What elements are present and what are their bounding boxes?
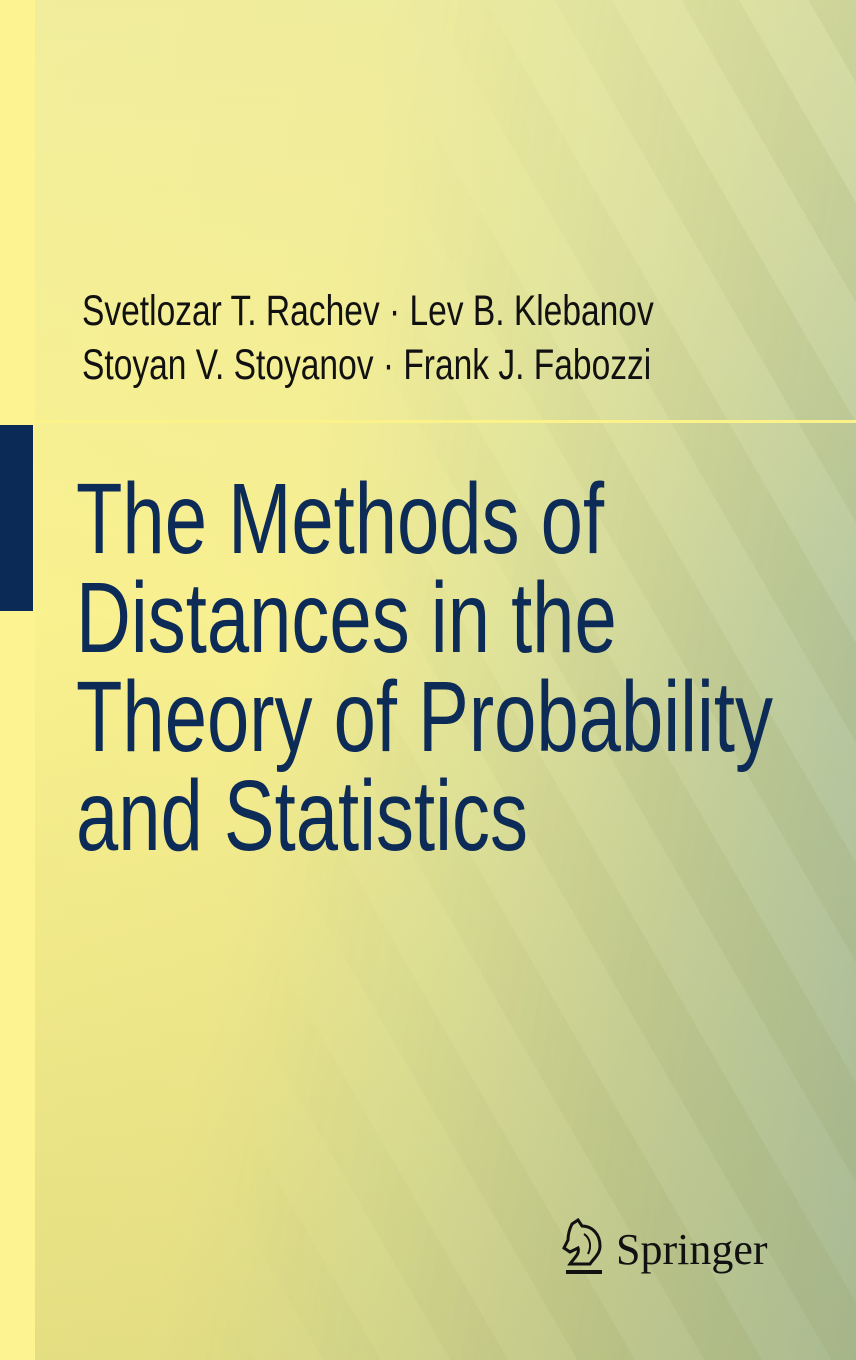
authors: Svetlozar T. Rachev · Lev B. Klebanov St… xyxy=(82,284,654,392)
book-title: The Methods of Distances in the Theory o… xyxy=(76,463,773,872)
title-line-2: Distances in the xyxy=(76,562,617,674)
publisher-logo: Springer xyxy=(560,1218,768,1280)
title-line-4: and Statistics xyxy=(76,760,528,872)
accent-block xyxy=(0,425,33,611)
knight-chess-piece-icon xyxy=(562,1218,602,1274)
title-line-3: Theory of Probability xyxy=(76,661,773,773)
publisher-name: Springer xyxy=(616,1224,768,1274)
spine-strip xyxy=(0,0,35,1360)
divider-line xyxy=(35,420,856,423)
title-line-1: The Methods of xyxy=(76,463,605,575)
authors-line-2: Stoyan V. Stoyanov · Frank J. Fabozzi xyxy=(82,341,652,389)
authors-line-1: Svetlozar T. Rachev · Lev B. Klebanov xyxy=(82,287,654,335)
